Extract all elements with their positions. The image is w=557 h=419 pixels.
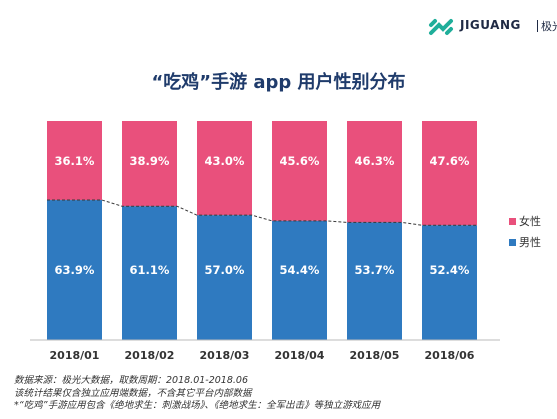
data-label-female-1: 38.9% xyxy=(130,154,170,168)
legend-male: 男性 xyxy=(509,234,541,250)
data-label-male-4: 53.7% xyxy=(355,263,395,277)
data-label-male-5: 52.4% xyxy=(430,263,470,277)
data-label-female-3: 45.6% xyxy=(280,154,320,168)
data-label-female-5: 47.6% xyxy=(430,154,470,168)
footnote-source: 数据来源：极光大数据，取数周期：2018.01-2018.06 xyxy=(14,375,248,386)
jiguang-logo-icon xyxy=(429,19,453,35)
data-label-male-2: 57.0% xyxy=(205,263,245,277)
x-tick-label-3: 2018/04 xyxy=(275,349,325,362)
bar-female-5 xyxy=(422,121,477,226)
legend-male-label: 男性 xyxy=(519,236,541,249)
bar-female-2 xyxy=(197,121,252,216)
x-tick-label-0: 2018/01 xyxy=(50,349,100,362)
data-label-male-0: 63.9% xyxy=(55,263,95,277)
data-label-female-0: 36.1% xyxy=(55,154,95,168)
bar-male-2 xyxy=(197,215,252,340)
data-label-male-3: 54.4% xyxy=(280,263,320,277)
logo-brand-cn: 极光 xyxy=(541,20,557,33)
legend-female: 女性 xyxy=(509,213,541,229)
bar-male-4 xyxy=(347,222,402,340)
data-label-male-1: 61.1% xyxy=(130,263,170,277)
x-tick-label-5: 2018/06 xyxy=(425,349,475,362)
bar-male-0 xyxy=(47,200,102,340)
bar-male-5 xyxy=(422,225,477,340)
legend-female-swatch xyxy=(509,218,516,225)
data-label-female-2: 43.0% xyxy=(205,154,245,168)
logo-brand: JIGUANG xyxy=(460,18,521,32)
legend-female-label: 女性 xyxy=(519,215,541,228)
footnote-scope: 该统计结果仅含独立应用端数据，不含其它平台内部数据 xyxy=(14,387,252,399)
legend-male-swatch xyxy=(509,239,516,246)
x-tick-label-2: 2018/03 xyxy=(200,349,250,362)
bar-female-3 xyxy=(272,121,327,221)
male-share-trend-line xyxy=(47,199,477,226)
logo-divider xyxy=(537,20,538,32)
bar-female-4 xyxy=(347,121,402,223)
bar-female-1 xyxy=(122,121,177,207)
data-label-female-4: 46.3% xyxy=(355,154,395,168)
bar-female-0 xyxy=(47,121,102,201)
footnote-definition: *“吃鸡”手游应用包含《绝地求生：刺激战场》、《绝地求生：全军出击》等独立游戏应… xyxy=(14,400,381,412)
bar-male-1 xyxy=(122,206,177,340)
bar-male-3 xyxy=(272,220,327,340)
chart-title: “吃鸡”手游 app 用户性别分布 xyxy=(151,72,406,93)
x-tick-label-1: 2018/02 xyxy=(125,349,175,362)
x-tick-label-4: 2018/05 xyxy=(350,349,400,362)
footnotes: 数据来源：极光大数据，取数周期：2018.01-2018.06 该统计结果仅含独… xyxy=(14,375,380,413)
